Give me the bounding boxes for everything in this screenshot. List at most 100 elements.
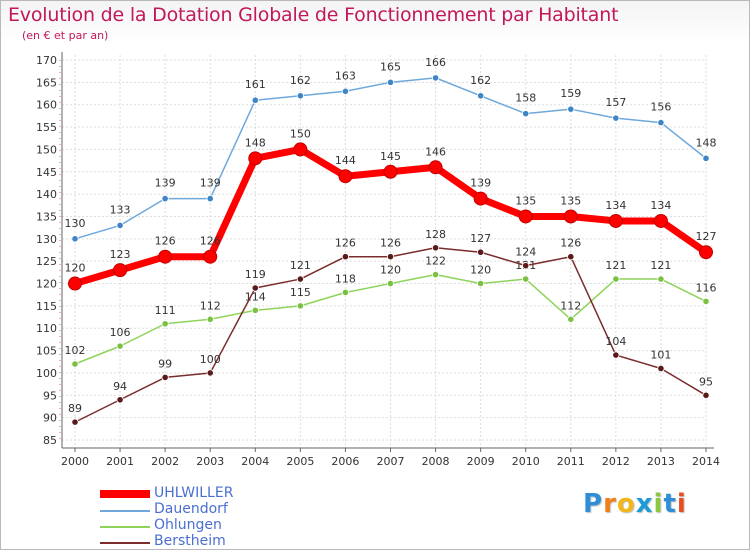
data-label-uhlwiller: 126 xyxy=(200,235,221,248)
legend-swatch xyxy=(100,510,150,512)
data-point-berstheim xyxy=(386,253,395,261)
y-tick-label: 140 xyxy=(36,188,57,201)
x-tick-label: 2013 xyxy=(647,455,675,468)
data-point-ohlungen xyxy=(116,342,124,350)
chart-subtitle: (en € et par an) xyxy=(22,29,109,42)
data-label-uhlwiller: 120 xyxy=(65,262,86,275)
x-tick-label: 2005 xyxy=(286,455,314,468)
chart-title: Evolution de la Dotation Globale de Fonc… xyxy=(8,4,619,26)
data-label-uhlwiller: 148 xyxy=(245,136,266,149)
data-point-uhlwiller xyxy=(248,151,263,166)
data-point-berstheim xyxy=(612,351,620,359)
y-tick-label: 85 xyxy=(43,434,57,447)
logo-letter: r xyxy=(603,489,617,519)
data-label-dauendorf: 166 xyxy=(425,56,446,69)
data-label-ohlungen: 118 xyxy=(335,272,356,285)
data-label-ohlungen: 115 xyxy=(290,286,311,299)
x-tick-label: 2008 xyxy=(422,455,450,468)
y-tick-label: 90 xyxy=(43,412,57,425)
data-point-dauendorf xyxy=(251,96,259,104)
data-point-berstheim xyxy=(341,253,350,261)
data-label-dauendorf: 148 xyxy=(696,136,717,149)
y-tick-label: 100 xyxy=(36,367,57,380)
x-tick-label: 2007 xyxy=(377,455,405,468)
y-tick-label: 125 xyxy=(36,255,57,268)
x-tick-label: 2001 xyxy=(106,455,134,468)
y-tick-label: 165 xyxy=(36,76,57,89)
data-point-ohlungen xyxy=(206,315,214,323)
data-label-dauendorf: 156 xyxy=(650,101,671,114)
x-tick-label: 2012 xyxy=(602,455,630,468)
data-label-uhlwiller: 127 xyxy=(696,230,717,243)
legend-swatch xyxy=(100,526,150,528)
data-point-ohlungen xyxy=(296,302,304,310)
data-label-ohlungen: 106 xyxy=(110,326,131,339)
legend-label: Dauendorf xyxy=(154,501,228,517)
data-point-ohlungen xyxy=(341,288,350,297)
data-point-berstheim xyxy=(116,396,124,404)
data-label-ohlungen: 111 xyxy=(155,304,176,317)
data-point-ohlungen xyxy=(251,306,259,314)
data-label-uhlwiller: 139 xyxy=(470,177,491,190)
data-label-uhlwiller: 134 xyxy=(650,199,671,212)
data-label-dauendorf: 161 xyxy=(245,78,266,91)
logo-letter: P xyxy=(583,489,604,519)
logo-letter: i xyxy=(653,489,664,519)
data-label-ohlungen: 112 xyxy=(560,299,581,312)
data-label-berstheim: 126 xyxy=(335,237,356,250)
data-label-dauendorf: 163 xyxy=(335,69,356,82)
data-point-dauendorf xyxy=(296,92,304,100)
data-point-berstheim xyxy=(431,244,440,252)
data-label-berstheim: 128 xyxy=(425,228,446,241)
data-label-dauendorf: 139 xyxy=(155,177,176,190)
data-label-berstheim: 104 xyxy=(605,335,626,348)
logo-letter: o xyxy=(616,489,636,519)
data-point-dauendorf xyxy=(657,118,665,127)
data-label-uhlwiller: 126 xyxy=(155,235,176,248)
data-point-uhlwiller xyxy=(383,164,398,179)
data-point-dauendorf xyxy=(206,194,214,203)
logo-letter: t xyxy=(663,489,677,519)
y-tick-label: 155 xyxy=(36,121,57,134)
y-tick-label: 120 xyxy=(36,278,57,291)
data-label-berstheim: 94 xyxy=(113,380,127,393)
data-point-dauendorf xyxy=(161,194,169,203)
data-point-berstheim xyxy=(702,391,710,399)
x-tick-label: 2010 xyxy=(512,455,540,468)
data-label-uhlwiller: 123 xyxy=(110,248,131,261)
data-label-dauendorf: 162 xyxy=(470,74,491,87)
data-label-berstheim: 126 xyxy=(560,237,581,250)
data-label-berstheim: 95 xyxy=(699,375,713,388)
data-label-dauendorf: 130 xyxy=(65,217,86,230)
data-label-berstheim: 126 xyxy=(380,237,401,250)
data-label-berstheim: 101 xyxy=(650,348,671,361)
legend-swatch xyxy=(100,490,150,498)
legend-label: UHLWILLER xyxy=(154,485,234,501)
legend-label: Berstheim xyxy=(154,533,226,549)
y-tick-label: 170 xyxy=(36,54,57,67)
data-label-ohlungen: 122 xyxy=(425,255,446,268)
x-tick-label: 2002 xyxy=(151,455,179,468)
data-label-dauendorf: 165 xyxy=(380,60,401,73)
data-point-ohlungen xyxy=(612,275,620,283)
x-tick-label: 2004 xyxy=(241,455,269,468)
logo-letter: i xyxy=(676,489,687,519)
data-point-berstheim xyxy=(477,248,485,256)
data-label-dauendorf: 133 xyxy=(110,203,131,216)
data-label-uhlwiller: 135 xyxy=(515,194,536,207)
data-point-uhlwiller xyxy=(293,142,308,157)
y-tick-label: 145 xyxy=(36,166,57,179)
x-tick-label: 2014 xyxy=(692,455,720,468)
data-label-uhlwiller: 144 xyxy=(335,154,356,167)
y-tick-label: 135 xyxy=(36,210,57,223)
data-point-ohlungen xyxy=(522,275,530,283)
data-label-berstheim: 124 xyxy=(515,246,536,259)
data-label-dauendorf: 162 xyxy=(290,74,311,87)
data-label-uhlwiller: 134 xyxy=(605,199,626,212)
data-point-uhlwiller xyxy=(113,263,128,278)
data-label-ohlungen: 121 xyxy=(650,259,671,272)
data-point-uhlwiller xyxy=(653,213,668,228)
data-label-berstheim: 99 xyxy=(158,357,172,370)
data-point-ohlungen xyxy=(71,360,79,368)
